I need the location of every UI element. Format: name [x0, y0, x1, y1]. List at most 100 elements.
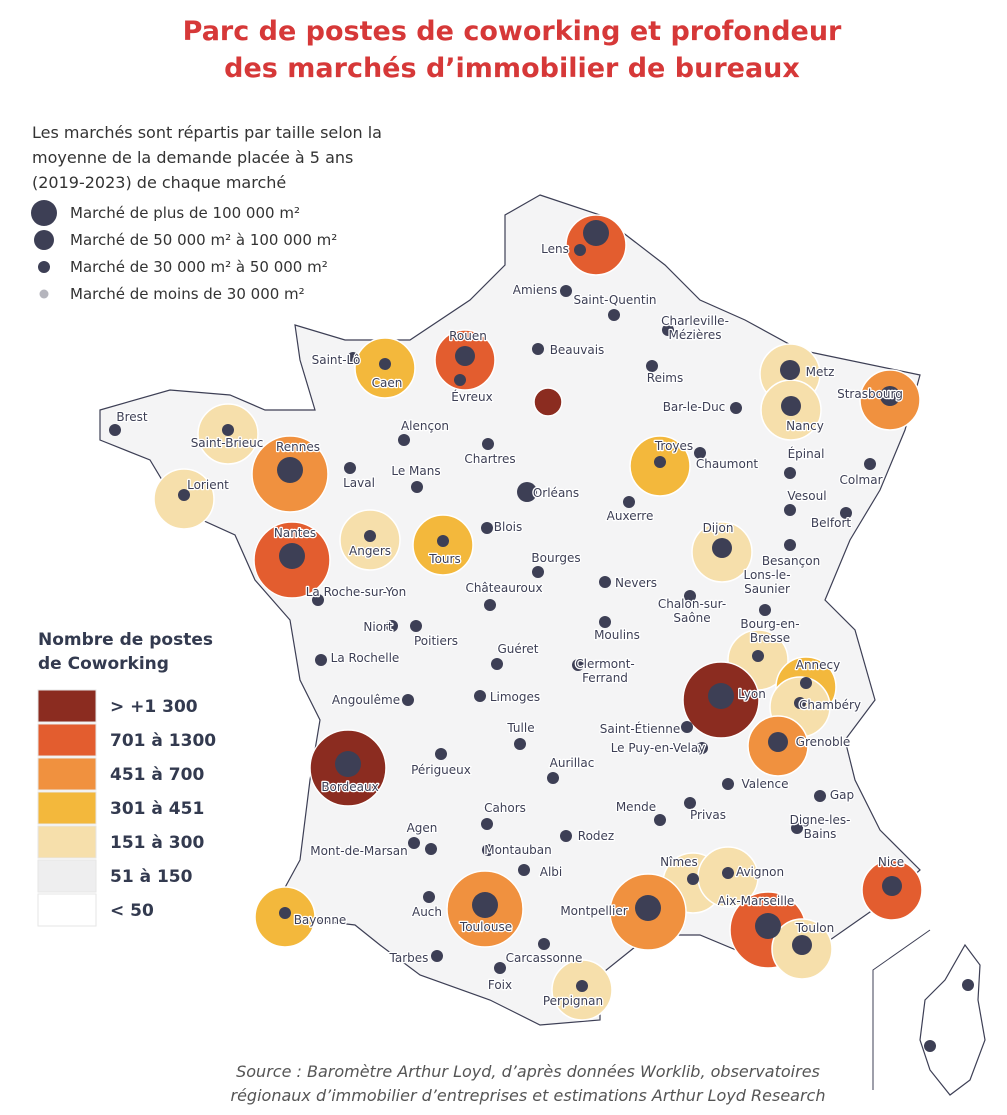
market-dot [560, 830, 572, 842]
size-label: Marché de plus de 100 000 m² [70, 204, 300, 222]
size-label: Marché de 50 000 m² à 100 000 m² [70, 231, 337, 249]
city-label: Angoulême [332, 693, 400, 707]
city-label: Mont-de-Marsan [310, 844, 408, 858]
city-label: Charleville- [661, 314, 729, 328]
market-dot [364, 530, 376, 542]
city-label: Valence [742, 777, 789, 791]
market-dot [344, 462, 356, 474]
city-label: Rodez [578, 829, 614, 843]
city-label: Saint-Brieuc [191, 436, 264, 450]
city-label: Mende [616, 800, 656, 814]
market-dot [279, 543, 305, 569]
market-dot [684, 797, 696, 809]
market-dot [411, 481, 423, 493]
market-dot [780, 360, 800, 380]
market-dot [312, 594, 324, 606]
city-label: Chalon-sur- [658, 597, 726, 611]
city-label: Laval [343, 476, 375, 490]
market-dot [386, 620, 398, 632]
city-label: Angers [349, 544, 391, 558]
market-dot [335, 751, 361, 777]
market-dot [532, 343, 544, 355]
market-dot [560, 285, 572, 297]
market-dot [379, 358, 391, 370]
city-label: Metz [806, 365, 835, 379]
market-dot [481, 522, 493, 534]
market-dot [482, 438, 494, 450]
market-dot [730, 402, 742, 414]
city-label: Moulins [594, 628, 640, 642]
market-dot [109, 424, 121, 436]
city-label: Bourges [531, 551, 580, 565]
color-legend-title: Nombre de postes [38, 630, 213, 650]
title-line: des marchés d’immobilier de bureaux [224, 53, 800, 84]
size-swatch [31, 200, 57, 226]
city-label: Agen [407, 821, 438, 835]
market-dot [484, 599, 496, 611]
market-dot [277, 457, 303, 483]
city-label: Orléans [533, 486, 579, 500]
market-dot [481, 818, 493, 830]
city-label: Alençon [401, 419, 449, 433]
city-label: Lorient [187, 478, 229, 492]
market-dot [572, 659, 584, 671]
market-dot [482, 844, 494, 856]
market-dot [431, 950, 443, 962]
city-label: Nice [878, 855, 904, 869]
city-label: Lens [541, 242, 569, 256]
market-dot [687, 873, 699, 885]
market-dot [435, 748, 447, 760]
city-label: Privas [690, 808, 726, 822]
city-label: Tours [428, 552, 460, 566]
market-dot [784, 504, 796, 516]
city-label: Châteauroux [465, 581, 542, 595]
market-dot [662, 324, 674, 336]
market-dot [423, 891, 435, 903]
market-dot [654, 456, 666, 468]
market-dot [646, 360, 658, 372]
city-label: Épinal [788, 446, 825, 461]
market-dot [681, 721, 693, 733]
city-label: Albi [540, 865, 563, 879]
market-dot [347, 352, 359, 364]
city-label: Bresse [750, 631, 790, 645]
city-label: Évreux [451, 389, 492, 404]
city-label: Troyes [654, 439, 693, 453]
market-dot [694, 447, 706, 459]
market-dot [840, 507, 852, 519]
color-legend-title: de Coworking [38, 654, 169, 674]
city-label: Mézières [668, 328, 721, 342]
city-label: Amiens [513, 283, 557, 297]
city-label: Colmar [839, 473, 882, 487]
market-dot [514, 738, 526, 750]
city-label: Bayonne [294, 913, 347, 927]
market-dot [635, 895, 661, 921]
size-swatch [38, 261, 50, 273]
city-label: Poitiers [414, 634, 458, 648]
market-dot [547, 772, 559, 784]
city-label: La Rochelle [331, 651, 400, 665]
market-dot [962, 979, 974, 991]
city-label: Saint-Quentin [573, 293, 656, 307]
city-label: Beauvais [550, 343, 605, 357]
city-label: Nevers [615, 576, 657, 590]
city-label: Guéret [497, 642, 538, 656]
color-swatch [37, 825, 97, 859]
market-dot [518, 864, 530, 876]
source-line: Source : Baromètre Arthur Loyd, d’après … [236, 1062, 820, 1081]
market-dot [712, 538, 732, 558]
market-dot [800, 677, 812, 689]
city-label: Aurillac [550, 756, 595, 770]
city-label: Perpignan [543, 994, 603, 1008]
city-label: Aix-Marseille [718, 894, 795, 908]
market-dot [752, 650, 764, 662]
color-label: 51 à 150 [110, 867, 193, 887]
city-label: Lyon [738, 687, 766, 701]
city-label: Toulon [795, 921, 835, 935]
city-label: Nîmes [660, 855, 698, 869]
market-dot [784, 539, 796, 551]
market-dot [474, 690, 486, 702]
city-label: Grenoble [796, 735, 851, 749]
city-label: Brest [116, 410, 148, 424]
color-label: 301 à 451 [110, 799, 204, 819]
